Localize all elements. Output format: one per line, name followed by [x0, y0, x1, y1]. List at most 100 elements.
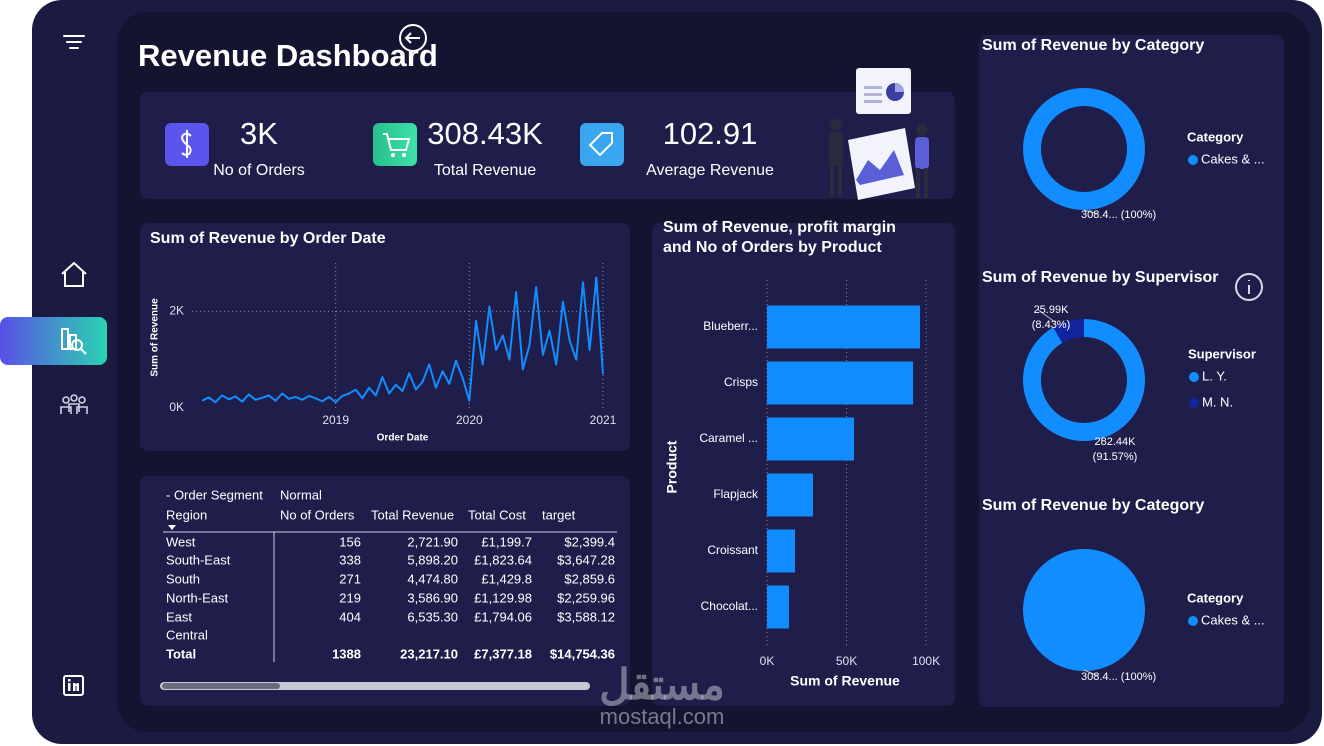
table-cell: 2,721.90 — [407, 534, 458, 549]
x-tick-label: 2021 — [590, 413, 617, 427]
table-cell: $14,754.36 — [550, 646, 615, 661]
tag-glyph — [588, 132, 613, 157]
cart-wheel — [391, 153, 395, 157]
data-label-box: 308.4... (100%) — [1081, 209, 1157, 221]
donut-slice — [1053, 318, 1084, 343]
info-icon[interactable] — [1235, 273, 1263, 301]
chart-title: Sum of Revenue by Order Date — [150, 230, 386, 247]
back-button[interactable] — [399, 24, 427, 52]
table-cell: 6,535.30 — [407, 609, 458, 624]
table-cell: $2,399.4 — [564, 534, 615, 549]
table-card — [140, 476, 630, 706]
table-cell: 404 — [339, 609, 361, 624]
kpi-value: 3K — [240, 116, 278, 151]
y-tick-label: Crisps — [724, 375, 758, 389]
bar — [767, 417, 855, 461]
data-label: 25.99K (8.43%) — [1031, 304, 1071, 331]
data-label-box: 308.4... (100%) — [1081, 671, 1156, 683]
kpi-value: 308.43K — [427, 116, 543, 151]
y-tick-label: Blueberr... — [703, 319, 758, 333]
legend-marker — [1188, 155, 1198, 165]
x-tick-label: 0K — [760, 654, 775, 668]
legend-entry: M. N. — [1202, 394, 1233, 409]
analytics-icon — [61, 328, 87, 355]
table-column-header: target — [542, 507, 576, 522]
bar-card — [652, 223, 955, 706]
legend-entry: Cakes & ... — [1201, 612, 1265, 627]
table-cell: 5,898.20 — [407, 552, 458, 567]
legend-title: Supervisor — [1188, 346, 1256, 361]
average-icon — [580, 123, 624, 166]
data-label: 308.4... (100%) — [1081, 209, 1157, 221]
table-cell: 4,474.80 — [407, 571, 458, 586]
label-leader — [1083, 669, 1099, 677]
table-cell: $2,259.96 — [557, 590, 615, 605]
scroll-thumb[interactable] — [162, 683, 280, 689]
bar — [767, 361, 914, 405]
y-tick-label: 2K — [169, 304, 184, 318]
data-label-box: 25.99K (8.43%) — [1031, 304, 1071, 331]
line-card — [140, 223, 630, 451]
people-icon[interactable] — [60, 394, 88, 414]
x-tick-label: 100K — [912, 654, 940, 668]
kpi-label: Average Revenue — [646, 162, 774, 179]
chart-title: Sum of Revenue by Category — [982, 37, 1204, 54]
x-tick-label: 2019 — [322, 413, 349, 427]
chart-title: Sum of Revenue by Category — [982, 497, 1204, 514]
watermark-url: mostaql.com — [600, 704, 725, 729]
y-tick-label: Croissant — [707, 543, 758, 557]
pie-slice — [1023, 549, 1145, 671]
table-cell: 3,586.90 — [407, 590, 458, 605]
table-cell: £1,429.8 — [481, 571, 532, 586]
table-cell: Total — [166, 646, 196, 661]
linkedin-icon[interactable] — [63, 675, 84, 696]
label-leader — [1036, 308, 1056, 323]
line — [201, 276, 604, 404]
legend-marker — [1189, 372, 1199, 382]
table-cell: 156 — [339, 534, 361, 549]
table-cell: $3,647.28 — [557, 552, 615, 567]
chart-title-box: Sum of Revenue, profit margin and No of … — [663, 219, 896, 256]
table-cell: 1388 — [332, 646, 361, 661]
bar — [767, 305, 921, 349]
table-cell: $2,859.6 — [564, 571, 615, 586]
chart-title: Sum of Revenue, profit margin and No of … — [663, 219, 896, 256]
home-icon[interactable] — [61, 261, 87, 287]
y-tick-label: Chocolat... — [701, 599, 758, 613]
bar — [767, 529, 795, 573]
legend-entry: Cakes & ... — [1201, 151, 1265, 166]
donut-slice — [1023, 319, 1145, 441]
active-nav[interactable] — [0, 317, 107, 365]
y-axis-label: Sum of Revenue — [150, 298, 161, 377]
dashboard-title: Revenue Dashboard — [138, 38, 438, 73]
y-tick-label: 0K — [169, 400, 184, 414]
kpi-label: Total Revenue — [434, 162, 536, 179]
legend-marker — [1188, 616, 1198, 626]
table-segment-header: - Order Segment — [166, 487, 263, 502]
table-column-header: Total Revenue — [371, 507, 454, 522]
kpi-value: 102.91 — [663, 116, 758, 151]
table-cell: £1,199.7 — [481, 534, 532, 549]
y-tick-label: Flapjack — [713, 487, 759, 501]
dollar-glyph — [181, 130, 192, 158]
x-axis-label: Sum of Revenue — [790, 673, 900, 689]
table-cell: West — [166, 534, 196, 549]
kpi-card — [140, 92, 955, 199]
legend-title: Category — [1187, 590, 1244, 605]
x-axis-label: Order Date — [377, 433, 429, 444]
bar — [767, 585, 789, 629]
filter-icon[interactable] — [63, 35, 85, 49]
y-axis-label: Product — [664, 440, 680, 493]
label-leader — [1100, 436, 1104, 442]
table-column-header: No of Orders — [280, 507, 355, 522]
sort-arrow — [168, 525, 176, 530]
cart-glyph — [383, 133, 411, 151]
legend-entry: L. Y. — [1202, 368, 1227, 383]
table-cell: 338 — [339, 552, 361, 567]
y-tick-label: Caramel ... — [699, 431, 758, 445]
table-segment-header: Normal — [280, 487, 322, 502]
table-cell: £1,794.06 — [474, 609, 532, 624]
table-cell: £7,377.18 — [474, 646, 532, 661]
